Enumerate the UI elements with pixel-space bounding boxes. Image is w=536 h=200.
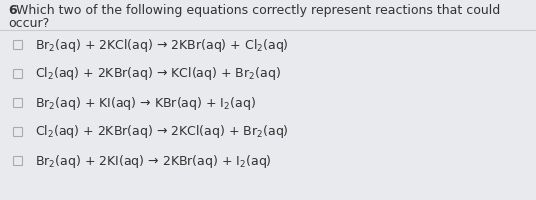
FancyBboxPatch shape (13, 70, 23, 78)
Text: Br$_2$(aq) + KI(aq) → KBr(aq) + I$_2$(aq): Br$_2$(aq) + KI(aq) → KBr(aq) + I$_2$(aq… (35, 95, 256, 112)
Text: Cl$_2$(aq) + 2KBr(aq) → 2KCl(aq) + Br$_2$(aq): Cl$_2$(aq) + 2KBr(aq) → 2KCl(aq) + Br$_2… (35, 123, 289, 140)
Text: 6: 6 (8, 4, 17, 17)
FancyBboxPatch shape (13, 40, 23, 49)
Text: Br$_2$(aq) + 2KI(aq) → 2KBr(aq) + I$_2$(aq): Br$_2$(aq) + 2KI(aq) → 2KBr(aq) + I$_2$(… (35, 152, 272, 170)
FancyBboxPatch shape (13, 156, 23, 166)
Text: occur?: occur? (8, 17, 49, 30)
Text: Cl$_2$(aq) + 2KBr(aq) → KCl(aq) + Br$_2$(aq): Cl$_2$(aq) + 2KBr(aq) → KCl(aq) + Br$_2$… (35, 66, 281, 82)
FancyBboxPatch shape (13, 98, 23, 108)
Text: Br$_2$(aq) + 2KCl(aq) → 2KBr(aq) + Cl$_2$(aq): Br$_2$(aq) + 2KCl(aq) → 2KBr(aq) + Cl$_2… (35, 36, 289, 53)
Text: Which two of the following equations correctly represent reactions that could: Which two of the following equations cor… (16, 4, 500, 17)
FancyBboxPatch shape (13, 128, 23, 136)
